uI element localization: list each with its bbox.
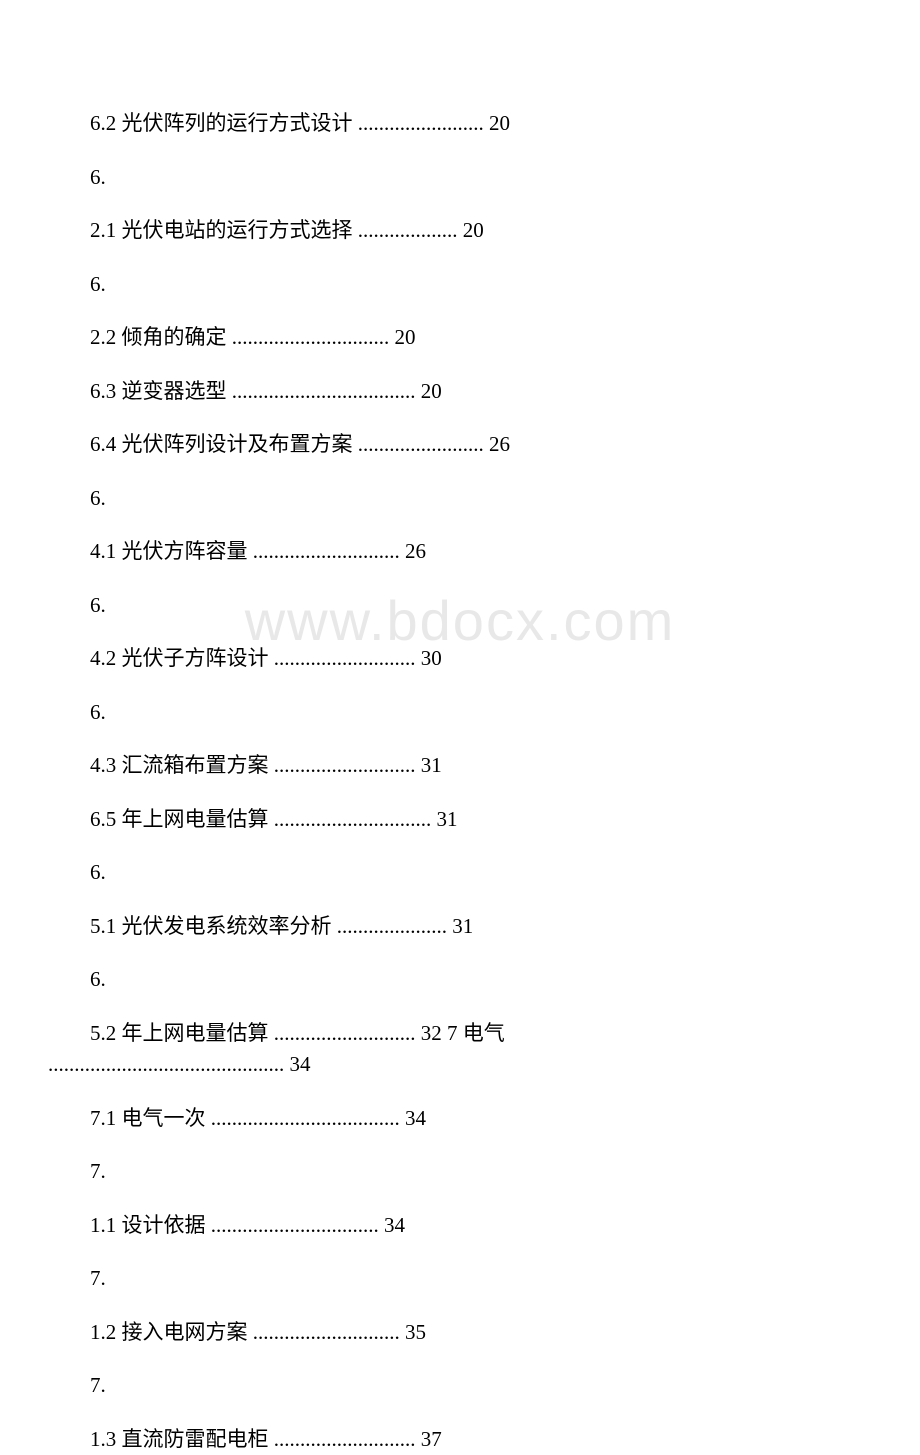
toc-entry: 7. <box>48 1156 860 1188</box>
toc-entry: 1.1 设计依据 ...............................… <box>48 1210 860 1242</box>
toc-entry: 1.3 直流防雷配电柜 ........................... … <box>48 1424 860 1455</box>
toc-entry: 6. <box>48 697 860 729</box>
toc-entry-line2: ........................................… <box>48 1049 860 1081</box>
toc-entry: 6.5 年上网电量估算 ............................… <box>48 804 860 836</box>
toc-entry-wrapped: 5.2 年上网电量估算 ........................... … <box>48 1018 860 1081</box>
toc-entry: 7.1 电气一次 ...............................… <box>48 1103 860 1135</box>
toc-entry: 7. <box>48 1370 860 1402</box>
toc-entry: 6. <box>48 162 860 194</box>
toc-entry: 1.2 接入电网方案 ............................ … <box>48 1317 860 1349</box>
toc-entry: 6.3 逆变器选型 ..............................… <box>48 376 860 408</box>
toc-content: 6.2 光伏阵列的运行方式设计 ........................… <box>0 0 920 1455</box>
toc-entry: 6. <box>48 590 860 622</box>
toc-entry: 6. <box>48 483 860 515</box>
toc-entry: 6.2 光伏阵列的运行方式设计 ........................… <box>48 108 860 140</box>
toc-entry-line1: 5.2 年上网电量估算 ........................... … <box>48 1018 860 1050</box>
toc-entry: 6.4 光伏阵列设计及布置方案 ........................… <box>48 429 860 461</box>
toc-entry: 4.3 汇流箱布置方案 ........................... … <box>48 750 860 782</box>
toc-entry: 5.1 光伏发电系统效率分析 ..................... 31 <box>48 911 860 943</box>
toc-entry: 2.1 光伏电站的运行方式选择 ................... 20 <box>48 215 860 247</box>
toc-entry: 2.2 倾角的确定 ..............................… <box>48 322 860 354</box>
toc-entry: 4.1 光伏方阵容量 ............................ … <box>48 536 860 568</box>
toc-entry: 7. <box>48 1263 860 1295</box>
toc-entry: 6. <box>48 269 860 301</box>
toc-entry: 4.2 光伏子方阵设计 ........................... … <box>48 643 860 675</box>
toc-entry: 6. <box>48 857 860 889</box>
toc-entry: 6. <box>48 964 860 996</box>
